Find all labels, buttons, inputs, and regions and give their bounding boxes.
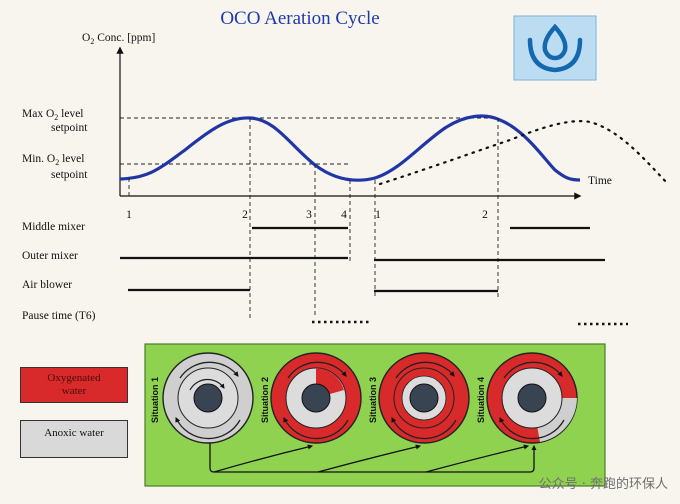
svg-text:setpoint: setpoint xyxy=(51,169,88,181)
situation-label: Situation 3 xyxy=(368,377,378,423)
equipment-bars xyxy=(120,226,605,293)
min-setpoint-label: Min. O2 level setpoint xyxy=(22,153,88,181)
situation-label: Situation 4 xyxy=(476,377,486,423)
oxygen-curve xyxy=(119,114,581,182)
svg-text:Min. O2 level: Min. O2 level xyxy=(22,153,84,167)
row-label-middle-mixer: Middle mixer xyxy=(22,221,85,233)
legend-anoxic-label: Anoxic water xyxy=(44,427,104,439)
y-axis-label: O2 Conc. [ppm] xyxy=(82,32,155,46)
phase-marker: 2 xyxy=(482,209,488,221)
situation-4-tank xyxy=(486,352,578,444)
transition-arrows xyxy=(209,443,537,473)
watermark: 公众号 · 奔跑的环保人 xyxy=(538,477,668,492)
phase-guides xyxy=(128,118,499,318)
situation-2-tank xyxy=(270,352,362,444)
phase-marker: 4 xyxy=(341,209,347,221)
legend-anoxic: Anoxic water xyxy=(20,420,128,458)
row-label-pause-time: Pause time (T6) xyxy=(22,310,96,322)
situation-3-tank xyxy=(378,352,470,444)
row-label-air-blower: Air blower xyxy=(22,279,72,291)
page-title: OCO Aeration Cycle xyxy=(220,8,379,29)
svg-text:setpoint: setpoint xyxy=(51,122,88,134)
svg-text:Max O2 level: Max O2 level xyxy=(22,108,84,122)
logo xyxy=(513,15,597,81)
max-setpoint-label: Max O2 level setpoint xyxy=(22,108,88,134)
situation-1-tank xyxy=(162,352,254,444)
dotted-curve xyxy=(378,120,670,186)
situation-label: Situation 2 xyxy=(260,377,270,423)
pause-dots xyxy=(312,320,628,326)
x-axis-label: Time xyxy=(588,175,612,187)
legend-oxygenated-line2: water xyxy=(61,385,87,397)
phase-marker: 3 xyxy=(306,209,312,221)
phase-marker: 1 xyxy=(375,209,381,221)
situation-label: Situation 1 xyxy=(150,377,160,423)
row-label-outer-mixer: Outer mixer xyxy=(22,250,78,262)
legend-oxygenated-line1: Oxygenated xyxy=(47,372,101,384)
legend-oxygenated: Oxygenated water xyxy=(20,367,128,403)
drop-in-bowl-icon xyxy=(527,23,583,73)
phase-marker: 1 xyxy=(126,209,132,221)
phase-marker: 2 xyxy=(242,209,248,221)
